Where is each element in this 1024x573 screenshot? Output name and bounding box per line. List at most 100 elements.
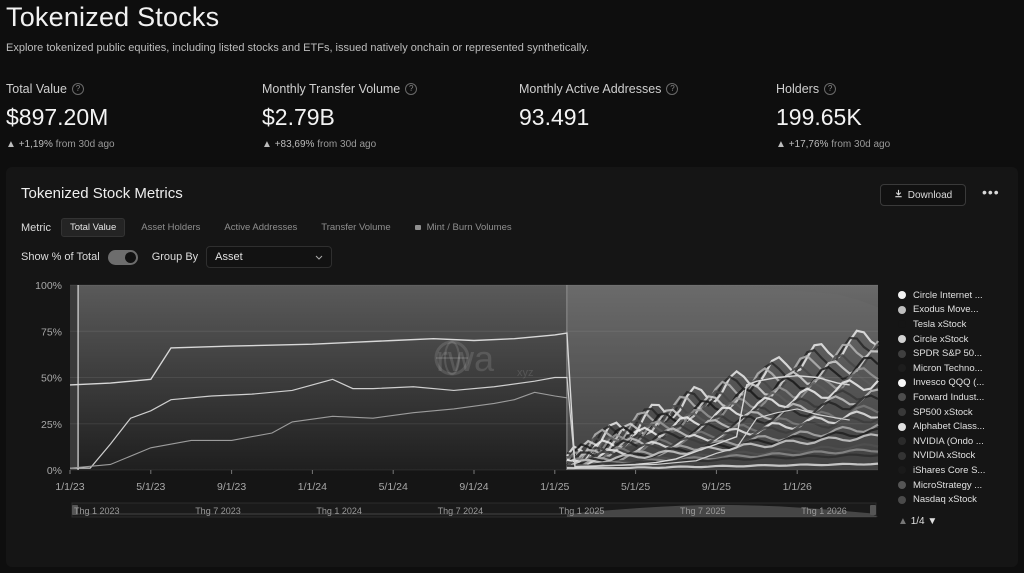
series-line (566, 350, 879, 469)
panel-title: Tokenized Stock Metrics (21, 185, 183, 202)
legend-label: Micron Techno... (913, 362, 983, 374)
kpi-value: $897.20M (6, 104, 109, 130)
legend-dot-icon (898, 481, 906, 490)
navigator-tick-label: Thg 7 2024 (438, 506, 484, 516)
legend-item[interactable]: Micron Techno... (898, 361, 1008, 376)
legend-pager: ▲ 1/4 ▼ (898, 516, 937, 527)
legend-item[interactable]: SP500 xStock (898, 405, 1008, 420)
range-navigator[interactable]: Thg 1 2023 Thg 7 2023 Thg 1 2024 Thg 7 2024… (71, 502, 878, 518)
pager-next-icon[interactable]: ▼ (927, 516, 938, 527)
toggle-knob (124, 251, 136, 263)
kpi-change-value: +1,19% (18, 139, 53, 150)
kpi-change-suffix: from 30d ago (317, 139, 377, 150)
x-tick-label: 5/1/25 (621, 481, 650, 493)
kpi-total-value: Total Value? $897.20M ▲ +1,19% from 30d … (6, 82, 246, 150)
kpi-change: ▲ +83,69% from 30d ago (262, 139, 502, 150)
series-line (566, 433, 879, 469)
legend-item[interactable]: Alphabet Class... (898, 419, 1008, 434)
legend-label: SP500 xStock (913, 406, 973, 418)
y-tick-label: 25% (41, 419, 62, 431)
navigator-preview (566, 505, 878, 517)
x-tick-label: 1/1/23 (55, 481, 84, 493)
kpi-row: Total Value? $897.20M ▲ +1,19% from 30d … (6, 82, 1016, 152)
navigator-tick-label: Thg 1 2026 (801, 506, 847, 516)
series-line (566, 329, 879, 458)
x-tick-label: 1/1/25 (540, 481, 569, 493)
kpi-change: ▲ +1,19% from 30d ago (6, 139, 246, 150)
legend-item[interactable]: Circle xStock (898, 332, 1008, 347)
legend-item[interactable]: Forward Indust... (898, 390, 1008, 405)
y-tick-label: 50% (41, 373, 62, 385)
legend-dot-icon (898, 393, 906, 402)
watermark-text: rwa (436, 338, 495, 379)
group-by-select[interactable]: Asset (206, 246, 333, 268)
navigator-tick-label: Thg 7 2025 (680, 506, 726, 516)
tab-active-addresses[interactable]: Active Addresses (224, 222, 298, 233)
info-icon[interactable]: ? (405, 83, 418, 95)
legend-dot-icon (898, 495, 906, 504)
stacked-area-chart[interactable]: 0% 25% 50% 75% 100% 1/1/23 5/1/23 9/1/23 1/1/24… (6, 274, 892, 538)
x-tick-label: 9/1/24 (459, 481, 488, 493)
legend-item[interactable]: NVIDIA (Ondo ... (898, 434, 1008, 449)
legend-item[interactable]: SPDR S&P 50... (898, 346, 1008, 361)
show-pct-toggle[interactable] (107, 249, 138, 265)
series-line (565, 356, 879, 467)
legend-label: SPDR S&P 50... (913, 348, 982, 360)
navigator-tick-label: Thg 7 2023 (195, 506, 241, 516)
legend-label: NVIDIA xStock (913, 450, 976, 462)
globe-icon (434, 340, 470, 376)
legend-dot-icon (898, 291, 906, 300)
series-line (566, 453, 879, 468)
legend-item[interactable]: Tesla xStock (898, 317, 1008, 332)
tab-total-value[interactable]: Total Value (60, 218, 126, 237)
kpi-label: Total Value (6, 82, 67, 96)
legend-dot-icon (898, 437, 906, 446)
up-arrow-icon: ▲ (262, 139, 272, 150)
tab-asset-holders[interactable]: Asset Holders (141, 222, 201, 233)
legend-label: Forward Indust... (913, 391, 985, 403)
watermark-suffix: xyz (517, 367, 534, 379)
legend-dot-icon (898, 320, 906, 329)
legend-item[interactable]: Nasdaq xStock (898, 492, 1008, 507)
x-tick-label: 9/1/25 (702, 481, 731, 493)
kpi-label: Monthly Transfer Volume (262, 82, 401, 96)
navigator-tick-label: Thg 1 2025 (559, 506, 605, 516)
legend-item[interactable]: iShares Core S... (898, 463, 1008, 478)
navigator-handle-left (72, 505, 78, 515)
legend-item[interactable]: NVIDIA xStock (898, 449, 1008, 464)
tab-mint-burn-volumes[interactable]: Mint / Burn Volumes (407, 219, 520, 236)
info-icon[interactable]: ? (824, 83, 837, 95)
legend-item[interactable]: Invesco QQQ (... (898, 376, 1008, 391)
download-button[interactable]: Download (880, 184, 966, 206)
legend-label: Tesla xStock (913, 318, 967, 330)
legend-item[interactable]: Exodus Move... (898, 303, 1008, 318)
series-line (566, 404, 879, 467)
download-icon (894, 189, 903, 201)
tab-label: Mint / Burn Volumes (426, 222, 512, 233)
lock-icon (414, 225, 421, 230)
metric-selector: Metric Total Value Asset Holders Active … (21, 218, 520, 237)
pager-label: 1/4 (910, 516, 925, 527)
group-by-value: Asset (215, 251, 243, 263)
legend-item[interactable]: Circle Internet ... (898, 288, 1008, 303)
pager-prev-icon[interactable]: ▲ (898, 516, 908, 527)
series-line (566, 462, 879, 470)
legend-label: Nasdaq xStock (913, 494, 977, 506)
y-tick-label: 0% (47, 465, 62, 477)
kpi-value: $2.79B (262, 104, 335, 130)
legend-dot-icon (898, 335, 906, 344)
info-icon[interactable]: ? (71, 83, 84, 95)
series-line (566, 448, 879, 468)
legend-dot-icon (898, 364, 906, 373)
legend-dot-icon (898, 349, 906, 358)
series-line (69, 391, 568, 469)
legend-label: NVIDIA (Ondo ... (913, 435, 984, 447)
more-options-icon[interactable]: ••• (982, 184, 1000, 200)
area-background-2023-2024 (78, 285, 567, 470)
series-line (69, 332, 850, 468)
info-icon[interactable]: ? (666, 83, 679, 95)
legend-item[interactable]: MicroStrategy ... (898, 478, 1008, 493)
legend-dot-icon (898, 305, 906, 314)
tab-transfer-volume[interactable]: Transfer Volume (321, 222, 391, 233)
legend-label: Invesco QQQ (... (913, 377, 985, 389)
